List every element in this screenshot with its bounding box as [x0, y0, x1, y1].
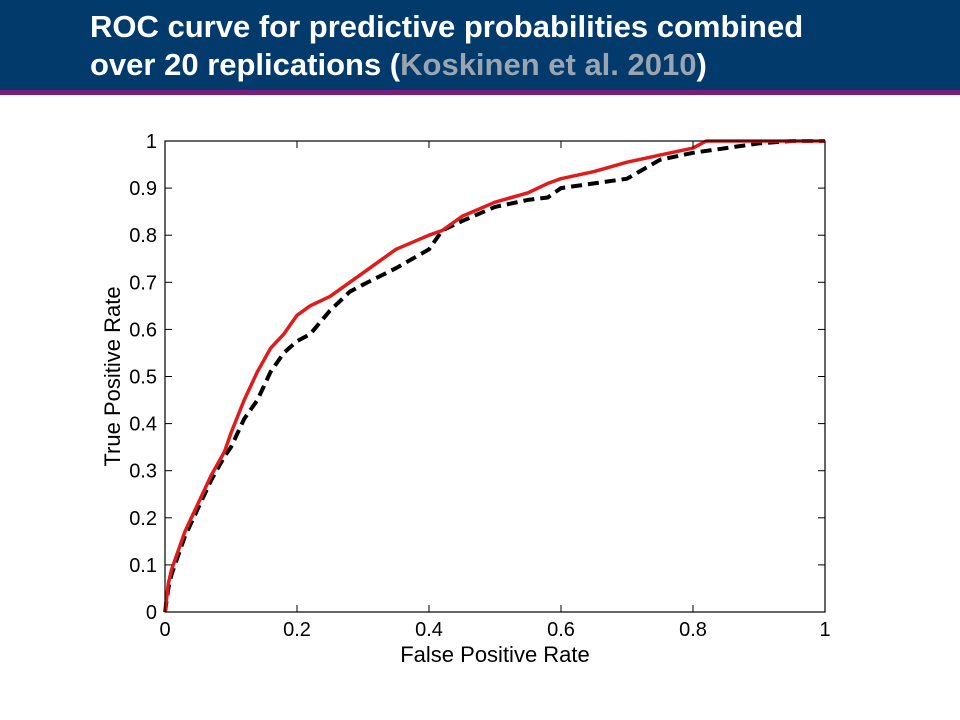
- y-tick-label-6: 0.6: [129, 319, 157, 341]
- x-tick-label-1: 0.2: [283, 619, 311, 641]
- plot-frame: [164, 140, 826, 613]
- x-tick-label-5: 1: [819, 619, 830, 641]
- y-axis-label: True Positive Rate: [100, 286, 125, 466]
- x-tick-label-4: 0.8: [679, 619, 707, 641]
- x-tick-label-2: 0.4: [415, 619, 443, 641]
- roc-chart: 0 0.2 0.4 0.6 0.8 1 0 0.1 0.2 0.3 0.4 0.5 0.6 0.7 0.8 0…: [100, 131, 831, 667]
- y-tick-label-0: 0: [146, 602, 157, 624]
- slide-title: ROC curve for predictive probabilities c…: [90, 8, 950, 84]
- x-tick-label-3: 0.6: [547, 619, 575, 641]
- title-line1: ROC curve for predictive probabilities c…: [90, 9, 804, 44]
- y-tick-label-10: 1: [146, 131, 157, 153]
- series-line-solid: [163, 139, 825, 613]
- header-rule: [0, 90, 960, 95]
- title-line2-start: over 20 replications (: [90, 47, 401, 82]
- y-tick-label-8: 0.8: [129, 225, 157, 247]
- series-layer: [163, 139, 825, 613]
- y-tick-label-2: 0.2: [129, 508, 157, 530]
- series-line-dashed: [163, 139, 825, 613]
- y-tick-label-3: 0.3: [129, 461, 157, 483]
- title-citation: Koskinen et al. 2010: [400, 47, 697, 82]
- title-line2-end: ): [696, 47, 707, 82]
- y-tick-label-4: 0.4: [129, 414, 157, 436]
- y-tick-label-7: 0.7: [129, 272, 157, 294]
- y-tick-label-5: 0.5: [129, 367, 157, 389]
- x-tick-label-0: 0: [159, 619, 170, 641]
- x-axis-label: False Positive Rate: [400, 642, 590, 667]
- y-tick-label-9: 0.9: [129, 178, 157, 200]
- y-tick-label-1: 0.1: [129, 555, 157, 577]
- slide-header: [0, 0, 960, 90]
